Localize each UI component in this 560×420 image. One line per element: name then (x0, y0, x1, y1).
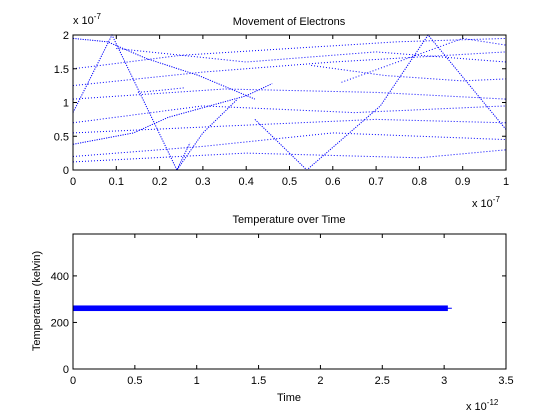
electron-trajectory (254, 34, 507, 171)
y-tick-labels: 0 200 400 (51, 271, 69, 376)
y-tick-label: 0.5 (54, 131, 69, 143)
x-tick-label: 0.2 (152, 176, 167, 188)
x-exponent-label: x 10-12 (466, 398, 499, 413)
electron-trajectory (72, 149, 507, 163)
electron-trajectory (137, 87, 186, 93)
x-tick-label: 0.7 (368, 176, 383, 188)
y-tick-label: 2 (63, 30, 69, 42)
x-exponent-label: x 10-7 (472, 195, 500, 210)
x-axis-label: Time (277, 392, 301, 404)
x-tick-label: 3 (441, 375, 447, 387)
x-tick-label: 0.8 (412, 176, 427, 188)
x-tick-label: 0.5 (127, 375, 142, 387)
y-tick-label: 1 (63, 98, 69, 110)
electron-movement-chart: Movement of Electrons 0 0.1 0.2 0.3 0.4 0.5 0.… (54, 12, 509, 210)
x-tick-label: 2.5 (375, 375, 390, 387)
x-tick-label: 3.5 (498, 375, 513, 387)
electron-trajectory (72, 132, 507, 157)
electron-trajectory (72, 51, 507, 87)
x-tick-label: 0 (70, 375, 76, 387)
y-exponent-label: x 10-7 (73, 12, 101, 27)
x-tick-label: 0.1 (109, 176, 124, 188)
x-tick-label: 0.4 (239, 176, 254, 188)
chart-title: Movement of Electrons (233, 16, 346, 28)
x-tick-labels: 0 0.5 1 1.5 2 2.5 3 3.5 (70, 375, 514, 387)
y-tick-label: 1.5 (54, 64, 69, 76)
electron-trajectory (341, 37, 507, 83)
x-tick-label: 1.5 (251, 375, 266, 387)
electron-trajectory (72, 118, 507, 134)
x-tick-label: 2 (317, 375, 323, 387)
x-tick-label: 0.9 (455, 176, 470, 188)
electron-trajectory (176, 98, 238, 171)
electron-trajectory (72, 37, 256, 100)
x-tick-label: 0.3 (195, 176, 210, 188)
electron-trajectory (116, 48, 507, 63)
temperature-series (73, 305, 452, 312)
electron-trajectory (72, 33, 191, 172)
x-tick-label: 1 (194, 375, 200, 387)
y-tick-labels: 0 0.5 1 1.5 2 (54, 30, 69, 177)
y-tick-label: 200 (51, 317, 69, 329)
electron-trajectory (72, 88, 507, 100)
plot-frame (72, 233, 507, 370)
electron-trajectory (311, 64, 507, 82)
electron-trajectory (72, 83, 273, 145)
y-tick-label: 0 (63, 165, 69, 177)
x-tick-label: 0 (70, 176, 76, 188)
x-tick-label: 1 (503, 176, 509, 188)
x-tick-label: 0.5 (282, 176, 297, 188)
x-tick-labels: 0 0.1 0.2 0.3 0.4 0.5 0.6 0.7 0.8 0.9 1 (70, 176, 509, 188)
y-axis-label: Temperature (kelvin) (31, 251, 43, 351)
temperature-chart: Temperature over Time 0 0.5 1 1.5 2 2.5 3 3.5 0… (31, 214, 514, 413)
y-tick-label: 0 (63, 364, 69, 376)
electron-trajectories (72, 33, 507, 172)
y-tick-label: 400 (51, 271, 69, 283)
x-tick-label: 0.6 (325, 176, 340, 188)
electron-trajectory (72, 37, 507, 70)
chart-title: Temperature over Time (232, 214, 345, 226)
